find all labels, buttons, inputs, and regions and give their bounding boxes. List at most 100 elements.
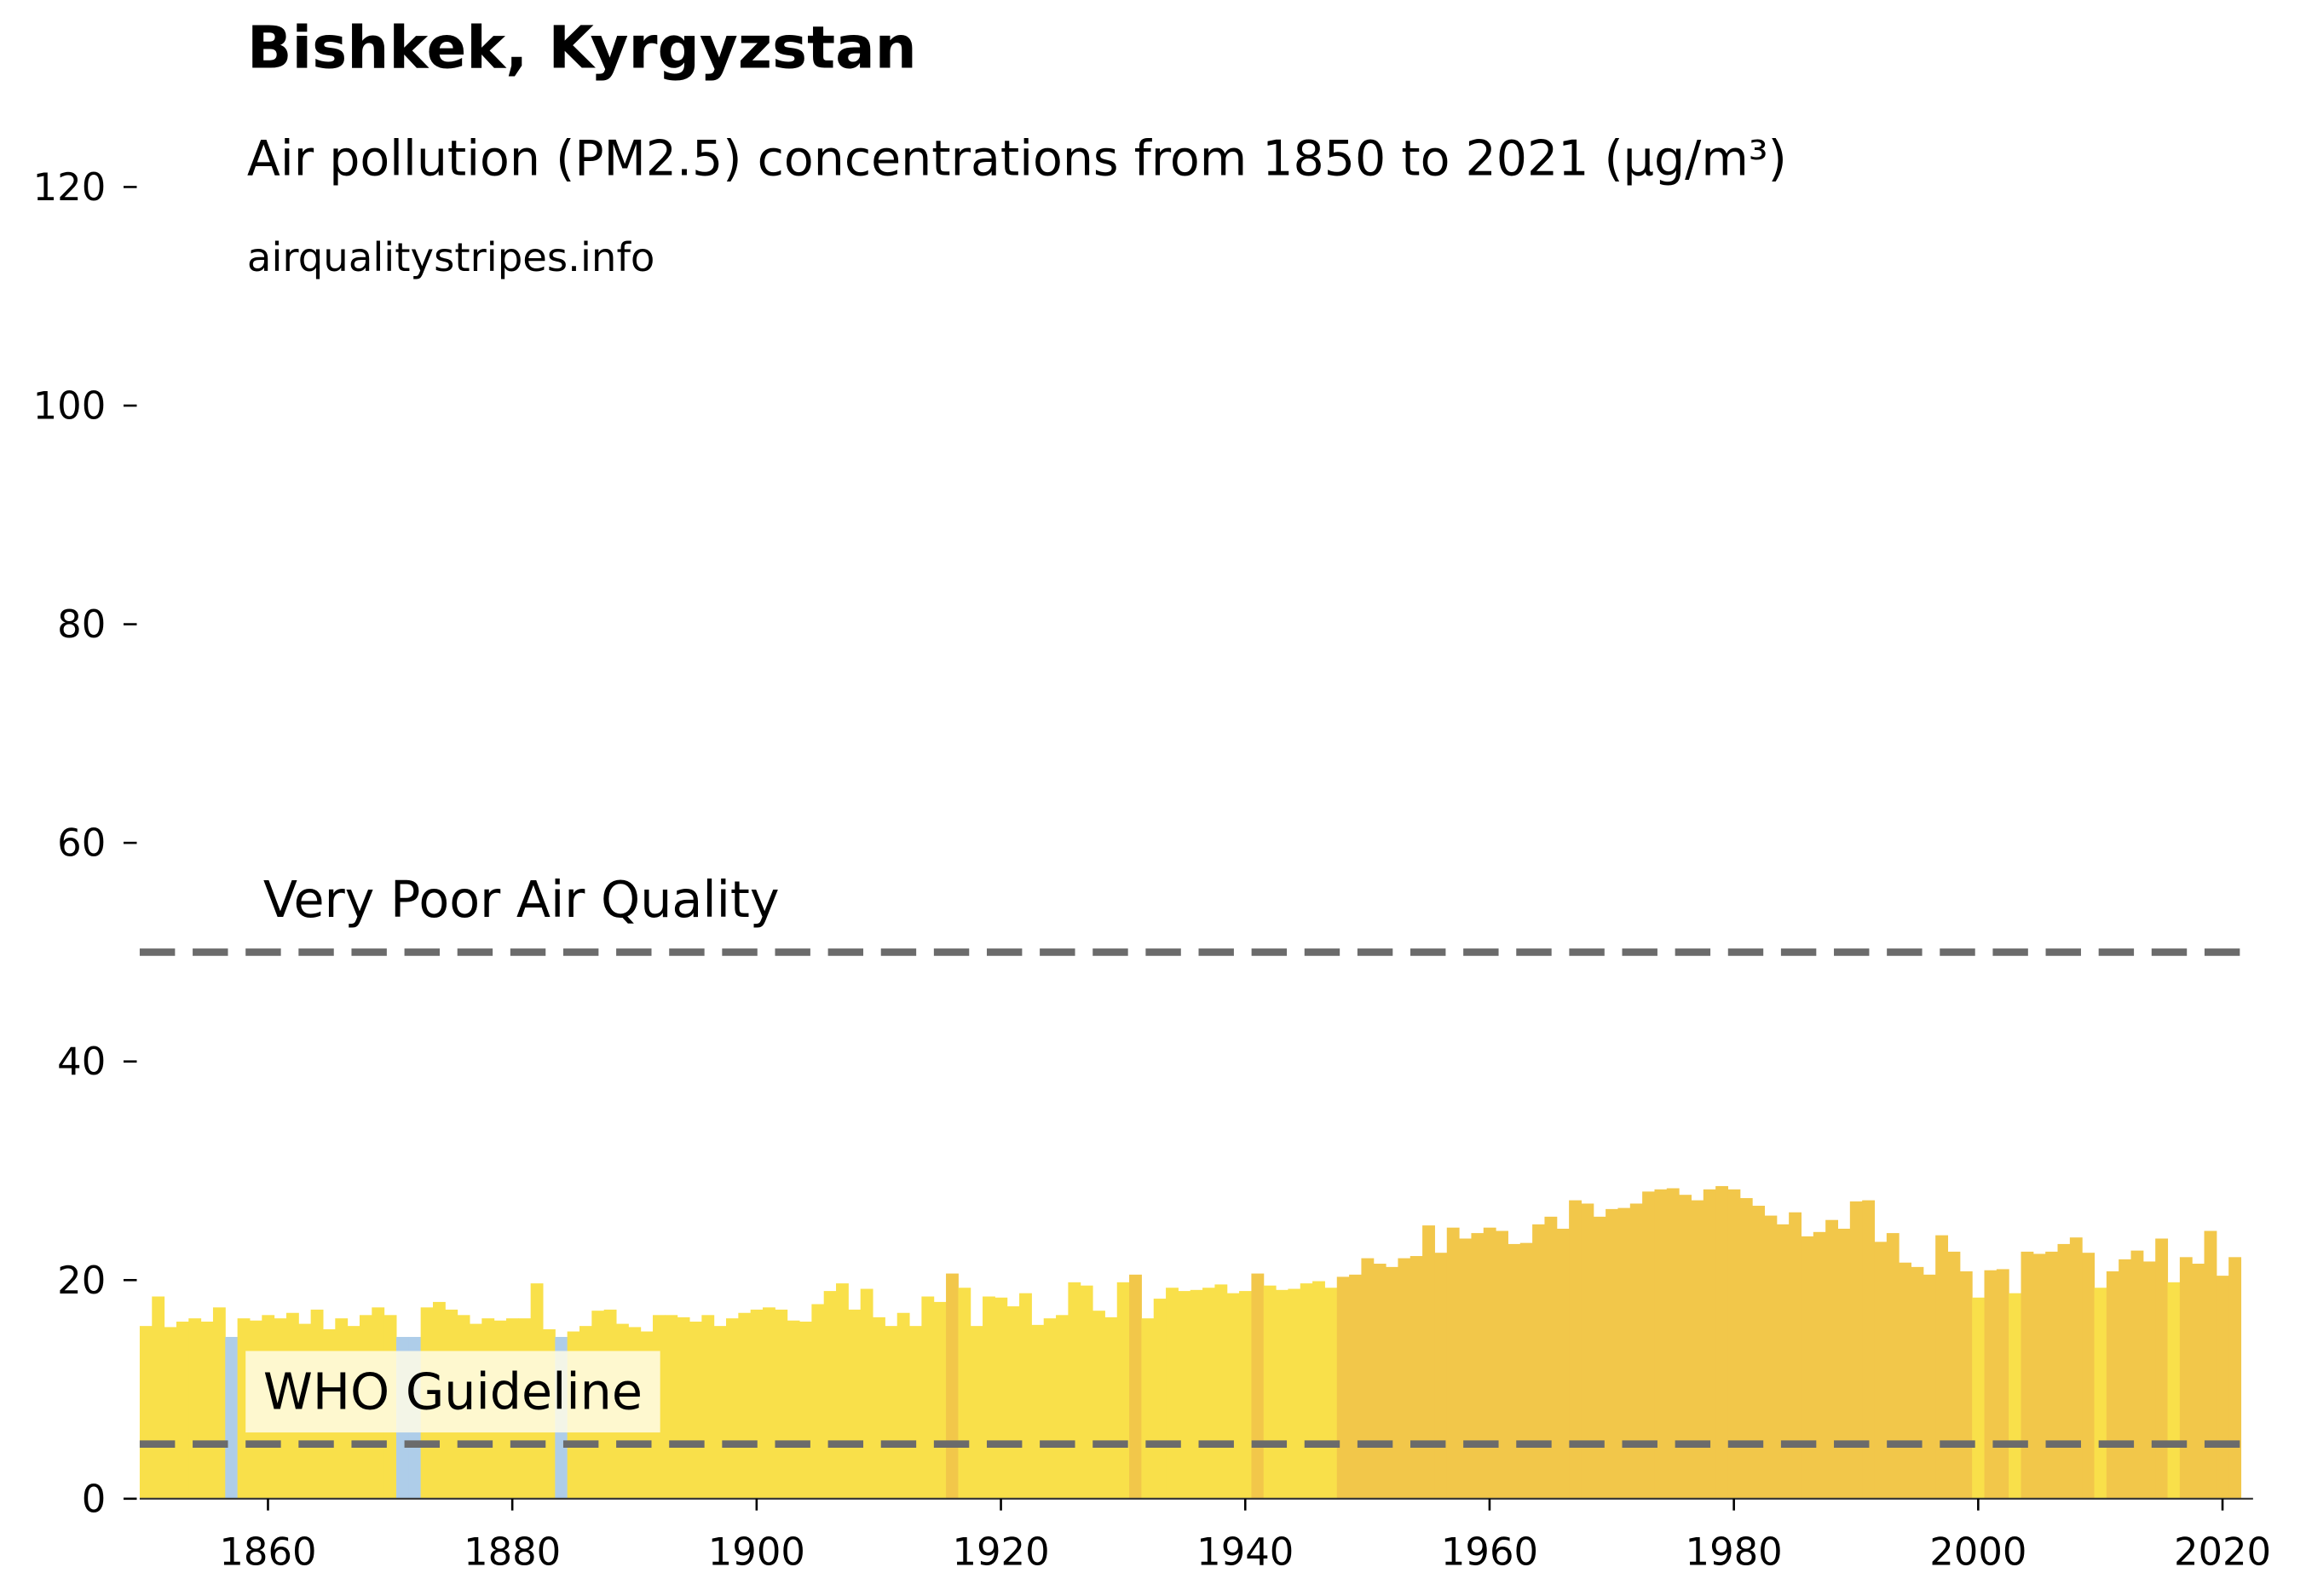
bar: [1532, 1224, 1545, 1499]
bar: [1336, 1276, 1350, 1499]
y-tick-label: 0: [82, 1476, 107, 1521]
bar: [701, 1315, 715, 1499]
bar: [1116, 1282, 1130, 1499]
bar: [1153, 1299, 1167, 1499]
bar: [1789, 1212, 1802, 1499]
bar: [1959, 1271, 1973, 1499]
x-tick-label: 1960: [1441, 1529, 1538, 1574]
bar: [1129, 1274, 1142, 1499]
bar: [1214, 1284, 1228, 1499]
bar: [1410, 1256, 1423, 1499]
bar: [1190, 1289, 1203, 1499]
bar: [970, 1326, 983, 1499]
bar: [1691, 1200, 1704, 1499]
bar: [1141, 1318, 1155, 1499]
bar: [1471, 1233, 1484, 1499]
bar: [2106, 1271, 2119, 1499]
bar: [677, 1317, 690, 1499]
bar: [787, 1320, 800, 1499]
bar: [1006, 1306, 1020, 1499]
bar: [1825, 1219, 1839, 1499]
bar: [958, 1288, 971, 1499]
bar: [2204, 1230, 2217, 1499]
bar: [2130, 1250, 2144, 1499]
bar: [1899, 1262, 1912, 1499]
y-tick-label: 20: [57, 1258, 106, 1303]
bar: [188, 1318, 202, 1499]
bar: [212, 1307, 226, 1499]
bar: [164, 1327, 177, 1499]
bar: [1581, 1203, 1594, 1499]
bar: [1446, 1227, 1460, 1499]
x-tick-label: 1980: [1686, 1529, 1783, 1574]
bar: [1092, 1311, 1105, 1499]
bar: [1862, 1200, 1876, 1499]
bar: [200, 1322, 214, 1499]
x-tick-label: 1860: [219, 1529, 316, 1574]
bar: [1056, 1315, 1069, 1499]
chart-subtitle: Air pollution (PM2.5) concentrations fro…: [247, 131, 1787, 187]
bar: [2069, 1237, 2083, 1499]
bar: [763, 1307, 775, 1499]
bar: [2009, 1293, 2022, 1499]
bar: [946, 1273, 959, 1499]
source: airqualitystripes.info: [247, 234, 654, 280]
bar: [1226, 1293, 1240, 1499]
bar: [1496, 1230, 1508, 1499]
bar: [1923, 1274, 1936, 1499]
bar: [1263, 1285, 1277, 1499]
bar: [1104, 1317, 1118, 1499]
bar: [1911, 1266, 1924, 1499]
bar: [1324, 1288, 1338, 1499]
bar: [1043, 1318, 1057, 1499]
bar: [1849, 1201, 1863, 1499]
bar: [2045, 1251, 2059, 1499]
bar: [1569, 1200, 1582, 1499]
bar: [2142, 1261, 2156, 1499]
bar: [1629, 1203, 1643, 1499]
bar: [873, 1317, 885, 1499]
bar: [1947, 1251, 1961, 1499]
bar: [1679, 1195, 1692, 1499]
bar: [2228, 1257, 2242, 1499]
bar: [1239, 1291, 1252, 1499]
bar: [1398, 1258, 1411, 1499]
bar: [689, 1322, 702, 1499]
bar: [1666, 1188, 1680, 1499]
x-tick-label: 2020: [2174, 1529, 2271, 1574]
bar: [1251, 1273, 1265, 1499]
bar: [1886, 1233, 1900, 1499]
bar: [1837, 1228, 1851, 1499]
bar: [2179, 1257, 2193, 1499]
bar: [1361, 1258, 1375, 1499]
bar: [1080, 1285, 1093, 1499]
bar: [1386, 1266, 1398, 1499]
bar: [1031, 1324, 1045, 1499]
bar: [1727, 1189, 1741, 1499]
y-tick-label: 120: [33, 164, 107, 210]
bar: [1556, 1228, 1570, 1499]
bar: [1422, 1225, 1435, 1499]
bar: [152, 1296, 165, 1499]
bar: [909, 1326, 922, 1499]
bar: [1996, 1269, 2009, 1499]
bar: [1288, 1288, 1301, 1499]
bar: [836, 1283, 849, 1499]
bar: [1483, 1227, 1496, 1499]
bar: [1654, 1189, 1668, 1499]
bar: [860, 1288, 873, 1499]
bar: [1202, 1288, 1215, 1499]
bar: [1300, 1283, 1313, 1499]
bar: [1617, 1207, 1631, 1499]
bar: [2216, 1276, 2229, 1499]
bar: [823, 1291, 837, 1499]
bar: [738, 1312, 752, 1499]
bar: [139, 1326, 153, 1499]
bar: [1703, 1189, 1716, 1499]
bar: [2057, 1243, 2071, 1499]
bar: [2192, 1264, 2205, 1499]
bar: [2167, 1282, 2181, 1499]
bar: [2155, 1238, 2169, 1499]
bar: [933, 1301, 947, 1499]
x-tick-label: 1940: [1196, 1529, 1294, 1574]
